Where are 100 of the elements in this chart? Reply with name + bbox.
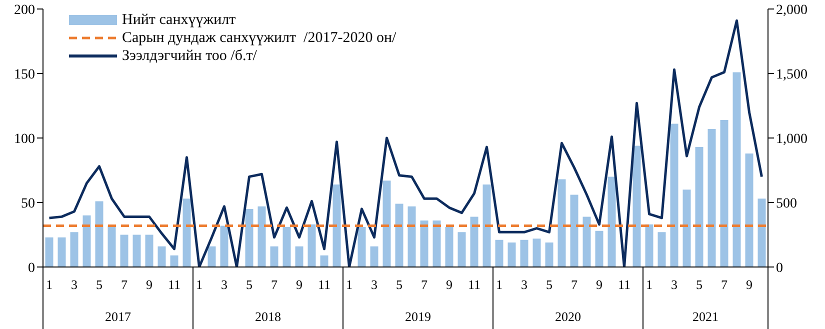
x-tick-label: 1 — [346, 277, 352, 292]
bar — [395, 204, 404, 267]
bar — [258, 206, 266, 267]
bar — [545, 242, 554, 267]
x-tick-label: 9 — [146, 277, 152, 292]
bar — [532, 238, 541, 267]
x-tick-label: 1 — [496, 277, 502, 292]
bar — [320, 255, 328, 267]
text: 2017 — [105, 309, 132, 324]
x-tick-label: 1 — [646, 277, 652, 292]
bar — [420, 220, 428, 267]
bar — [382, 180, 391, 267]
bar — [608, 176, 616, 267]
bar — [708, 128, 716, 267]
bar — [520, 240, 528, 267]
x-tick-label: 5 — [246, 277, 252, 292]
text: 2018 — [255, 309, 281, 324]
bar — [358, 227, 366, 267]
x-tick-label: 9 — [446, 277, 452, 292]
bar — [745, 153, 754, 267]
bar — [208, 246, 216, 267]
y2-tick-label: 2,000 — [776, 2, 808, 18]
x-tick-label: 11 — [618, 277, 631, 292]
x-tick-label: 5 — [696, 277, 702, 292]
x-tick-label: 11 — [318, 277, 331, 292]
y2-tick-label: 0 — [776, 260, 783, 276]
x-tick-label: 3 — [521, 277, 528, 292]
x-tick-label: 3 — [71, 277, 78, 292]
bar — [145, 234, 154, 267]
bar — [570, 194, 578, 267]
bar — [245, 208, 254, 267]
bar — [670, 124, 678, 267]
bar — [332, 184, 341, 267]
x-tick-label: 9 — [596, 277, 602, 292]
x-tick-label: 9 — [296, 277, 302, 292]
bar — [295, 246, 304, 267]
bar — [558, 179, 566, 267]
x-tick-label: 5 — [396, 277, 402, 292]
y-tick-label: 200 — [14, 2, 35, 18]
x-tick-label: 3 — [221, 277, 228, 292]
legend-label: Зээлдэгчийн тоо /б.т/ — [122, 48, 257, 64]
y2-tick-label: 500 — [776, 196, 797, 212]
x-tick-label: 7 — [721, 277, 728, 292]
y-tick-label: 100 — [14, 132, 35, 147]
bar — [632, 146, 641, 267]
y2-tick-label: 1,000 — [776, 132, 808, 147]
x-tick-label: 1 — [196, 277, 202, 292]
bar — [482, 184, 491, 267]
bar — [495, 240, 504, 267]
bar — [408, 206, 416, 267]
bar — [432, 220, 441, 267]
bar — [582, 216, 591, 267]
bar — [470, 216, 478, 267]
text: 2021 — [692, 309, 718, 324]
bar — [732, 72, 741, 267]
y-tick-label: 0 — [28, 260, 35, 276]
y-tick-label: 150 — [14, 67, 35, 82]
bar — [682, 190, 691, 267]
x-tick-label: 3 — [371, 277, 378, 292]
x-tick-label: 7 — [571, 277, 578, 292]
x-tick-label: 3 — [671, 277, 678, 292]
bar — [720, 120, 728, 267]
y2-tick-label: 1,500 — [776, 67, 808, 82]
bar — [132, 234, 141, 267]
bar — [45, 237, 54, 267]
bar — [270, 246, 278, 267]
bar — [70, 232, 78, 267]
x-tick-label: 5 — [96, 277, 102, 292]
x-tick-label: 9 — [746, 277, 752, 292]
x-tick-label: 11 — [468, 277, 481, 292]
bar — [458, 232, 466, 267]
x-tick-label: 7 — [121, 277, 128, 292]
bar — [282, 227, 291, 267]
text: 2020 — [555, 309, 581, 324]
bar — [370, 246, 378, 267]
bar — [695, 147, 704, 267]
bar — [220, 226, 228, 267]
bar — [120, 234, 128, 267]
bar — [108, 226, 116, 267]
bar — [508, 242, 516, 267]
legend-label: Сарын дундаж санхүүжилт /2017-2020 он/ — [122, 30, 396, 46]
bar — [445, 227, 454, 267]
bar — [758, 198, 766, 267]
bar — [82, 215, 91, 267]
x-tick-label: 7 — [271, 277, 278, 292]
bar — [182, 198, 191, 267]
bar — [170, 255, 178, 267]
legend-label: Нийт санхүүжилт — [122, 12, 236, 28]
y-tick-label: 50 — [21, 196, 35, 212]
bar — [95, 201, 104, 267]
bar — [58, 237, 66, 267]
x-tick-label: 7 — [421, 277, 428, 292]
bar — [658, 232, 666, 267]
bar — [645, 224, 654, 267]
x-tick-label: 1 — [46, 277, 52, 292]
x-tick-label: 5 — [546, 277, 552, 292]
x-tick-label: 11 — [168, 277, 181, 292]
bar — [595, 230, 604, 267]
bar — [158, 246, 166, 267]
text: 2019 — [405, 309, 431, 324]
